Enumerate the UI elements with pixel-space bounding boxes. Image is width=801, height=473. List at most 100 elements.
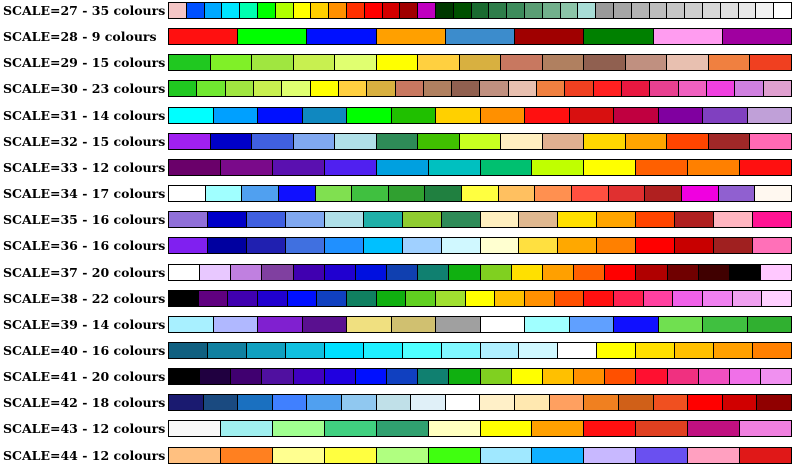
colour-swatch bbox=[347, 107, 392, 123]
scale-label: SCALE=39 - 14 colours bbox=[3, 316, 166, 332]
colour-swatch bbox=[501, 133, 543, 149]
colour-swatch bbox=[524, 3, 543, 18]
colour-swatch bbox=[636, 342, 676, 358]
colour-swatch bbox=[729, 369, 761, 385]
colour-swatch bbox=[698, 264, 730, 280]
colour-swatch bbox=[596, 3, 614, 18]
colour-swatch bbox=[441, 238, 481, 254]
colour-bar bbox=[168, 289, 792, 307]
colour-swatch bbox=[207, 342, 247, 358]
colour-swatch bbox=[631, 3, 650, 18]
colour-swatch bbox=[636, 159, 689, 175]
colour-swatch bbox=[400, 3, 419, 18]
colour-swatch bbox=[667, 133, 709, 149]
colour-swatch bbox=[347, 290, 377, 306]
colour-swatch bbox=[465, 290, 496, 306]
colour-swatch bbox=[258, 290, 288, 306]
colour-swatch bbox=[549, 395, 585, 411]
colour-swatch bbox=[402, 238, 442, 254]
colour-swatch bbox=[584, 133, 626, 149]
colour-swatch bbox=[436, 290, 466, 306]
colour-swatch bbox=[220, 159, 273, 175]
colour-swatch bbox=[302, 107, 347, 123]
colour-swatch bbox=[703, 107, 748, 123]
colour-swatch bbox=[480, 447, 533, 463]
colour-swatch bbox=[542, 369, 575, 385]
colour-swatch bbox=[231, 264, 263, 280]
colour-swatch bbox=[667, 55, 709, 71]
colour-swatch bbox=[755, 186, 791, 202]
colour-swatch bbox=[747, 316, 791, 332]
colour-swatch bbox=[708, 133, 751, 149]
colour-swatch bbox=[285, 212, 325, 228]
colour-swatch bbox=[275, 3, 294, 18]
colour-swatch bbox=[169, 342, 208, 358]
colour-swatch bbox=[402, 212, 442, 228]
colour-swatch bbox=[480, 212, 520, 228]
colour-swatch bbox=[324, 264, 356, 280]
colour-swatch bbox=[480, 238, 520, 254]
colour-swatch bbox=[698, 369, 730, 385]
colour-swatch bbox=[542, 3, 561, 18]
colour-swatch bbox=[324, 421, 377, 437]
colour-swatch bbox=[740, 447, 792, 463]
colour-swatch bbox=[418, 369, 450, 385]
colour-swatch bbox=[257, 3, 276, 18]
colour-swatch bbox=[708, 55, 751, 71]
colour-swatch bbox=[317, 290, 348, 306]
colour-swatch bbox=[597, 212, 637, 228]
colour-bar bbox=[168, 211, 792, 229]
colour-swatch bbox=[436, 107, 481, 123]
scale-row: SCALE=29 - 15 colours bbox=[0, 54, 801, 72]
colour-swatch bbox=[569, 107, 614, 123]
colour-swatch bbox=[753, 238, 791, 254]
scale-row: SCALE=31 - 14 colours bbox=[0, 106, 801, 124]
colour-swatch bbox=[376, 29, 446, 45]
colour-swatch bbox=[508, 81, 538, 97]
colour-swatch bbox=[207, 238, 247, 254]
colour-swatch bbox=[565, 81, 594, 97]
colour-swatch bbox=[287, 290, 318, 306]
colour-swatch bbox=[258, 107, 303, 123]
colour-swatch bbox=[395, 81, 424, 97]
colour-swatch bbox=[169, 369, 201, 385]
colour-swatch bbox=[740, 421, 792, 437]
colour-bar bbox=[168, 237, 792, 255]
scale-row: SCALE=32 - 15 colours bbox=[0, 132, 801, 150]
colour-swatch bbox=[459, 133, 502, 149]
colour-swatch bbox=[542, 264, 575, 280]
colour-bar bbox=[168, 263, 792, 281]
colour-swatch bbox=[376, 133, 419, 149]
colour-swatch bbox=[750, 55, 791, 71]
colour-swatch bbox=[198, 290, 229, 306]
colour-swatch bbox=[338, 81, 368, 97]
scale-label: SCALE=44 - 12 colours bbox=[3, 447, 166, 463]
colour-swatch bbox=[246, 238, 286, 254]
colour-swatch bbox=[480, 369, 512, 385]
colour-swatch bbox=[418, 133, 460, 149]
colour-swatch bbox=[532, 421, 585, 437]
colour-swatch bbox=[714, 238, 754, 254]
colour-swatch bbox=[363, 342, 403, 358]
colour-swatch bbox=[667, 369, 699, 385]
colour-swatch bbox=[376, 159, 429, 175]
colour-swatch bbox=[220, 447, 273, 463]
colour-swatch bbox=[406, 290, 437, 306]
colour-swatch bbox=[673, 290, 704, 306]
colour-swatch bbox=[462, 186, 499, 202]
colour-swatch bbox=[636, 447, 689, 463]
colour-swatch bbox=[387, 369, 419, 385]
colour-swatch bbox=[688, 447, 741, 463]
colour-swatch bbox=[537, 81, 566, 97]
colour-swatch bbox=[645, 186, 682, 202]
scale-row: SCALE=41 - 20 colours bbox=[0, 368, 801, 386]
colour-swatch bbox=[282, 81, 311, 97]
colour-swatch bbox=[658, 107, 703, 123]
colour-swatch bbox=[186, 3, 205, 18]
colour-swatch bbox=[480, 159, 533, 175]
colour-swatch bbox=[169, 395, 204, 411]
colour-swatch bbox=[376, 55, 419, 71]
colour-swatch bbox=[200, 369, 232, 385]
colour-swatch bbox=[584, 395, 619, 411]
colour-swatch bbox=[238, 395, 273, 411]
